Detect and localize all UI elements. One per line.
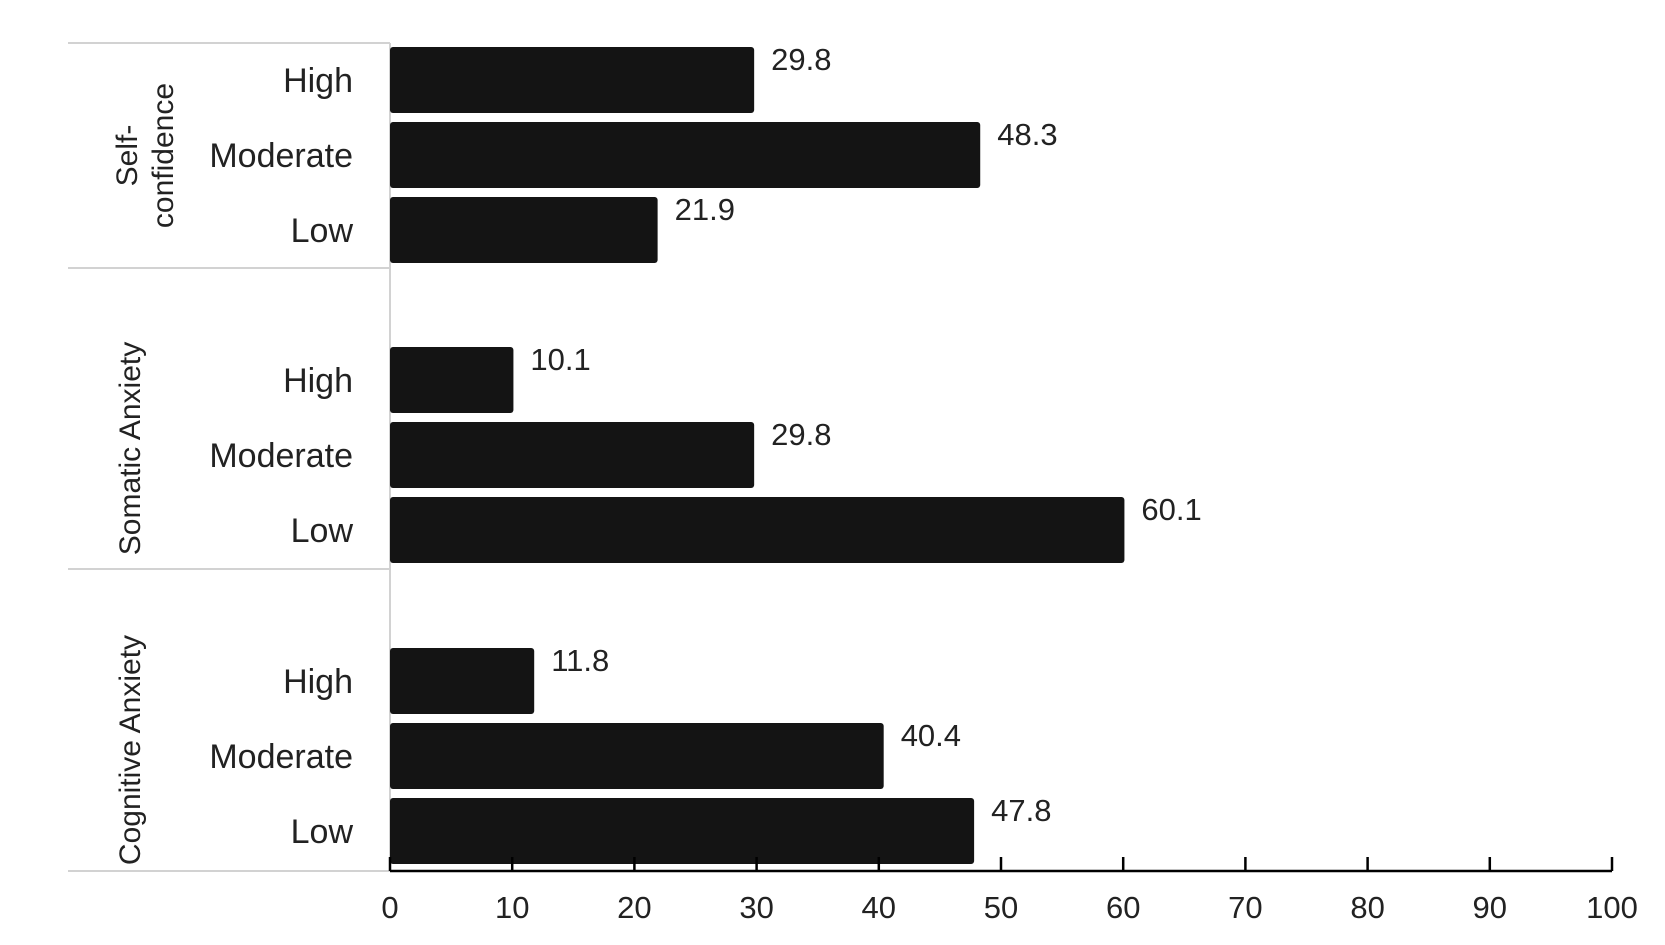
bar [390,47,755,113]
value-labels: 29.8 48.3 21.9 10.1 29.8 60.1 11.8 40.4 47.8 [530,42,1201,828]
group-label: Cognitive Anxiety [114,635,147,865]
bar [390,723,884,789]
group-label: Self-confidence [111,83,180,228]
x-axis: 0 10 20 30 40 50 60 70 80 90 100 [381,857,1638,925]
x-tick-label: 10 [495,890,529,925]
x-tick-label: 40 [862,890,896,925]
x-tick-label: 20 [617,890,651,925]
group-label: Somatic Anxiety [114,342,147,555]
bar [390,347,514,413]
value-label: 40.4 [901,718,961,753]
category-label: High [283,62,353,100]
value-label: 60.1 [1141,492,1201,527]
value-label: 48.3 [997,117,1057,152]
x-tick-label: 100 [1586,890,1638,925]
group-label-line: confidence [147,83,180,228]
value-label: 10.1 [530,342,590,377]
value-label: 29.8 [771,417,831,452]
category-label: Low [291,212,354,250]
x-tick-label: 80 [1350,890,1384,925]
x-tick-label: 60 [1106,890,1140,925]
value-label: 11.8 [551,643,609,678]
x-tick-label: 70 [1228,890,1262,925]
group-label-line: Self- [111,125,144,187]
group-label-line: Cognitive Anxiety [114,635,147,865]
value-label: 47.8 [991,793,1051,828]
category-label: Moderate [209,137,353,175]
category-label: High [283,362,353,400]
bar [390,798,975,864]
bar [390,197,658,263]
group-labels: Self-confidence Somatic Anxiety Cognitive … [111,83,180,865]
bars [390,47,1125,864]
bar [390,422,755,488]
value-label: 29.8 [771,42,831,77]
category-label: High [283,663,353,701]
x-tick-label: 30 [739,890,773,925]
x-tick-label: 50 [984,890,1018,925]
bar [390,648,535,714]
x-tick-label: 0 [381,890,398,925]
group-label-line: Somatic Anxiety [114,342,147,555]
bar [390,122,981,188]
category-label: Low [291,512,354,550]
bar [390,497,1125,563]
category-label: Low [291,813,354,851]
x-tick-label: 90 [1473,890,1507,925]
category-labels: High Moderate Low High Moderate Low High Modera… [209,62,353,851]
category-label: Moderate [209,738,353,776]
category-label: Moderate [209,437,353,475]
value-label: 21.9 [675,192,735,227]
